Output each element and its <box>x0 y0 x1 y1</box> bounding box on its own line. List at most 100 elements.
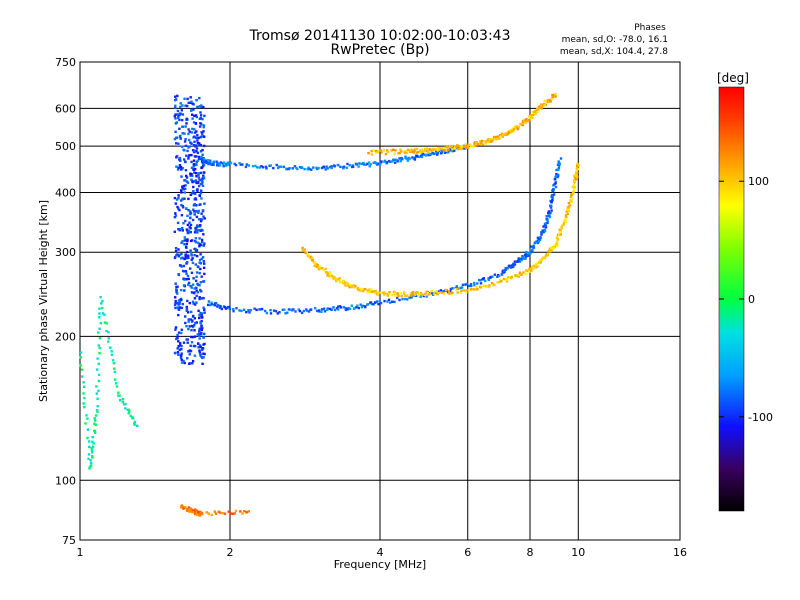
echo-point <box>546 253 549 257</box>
echo-point <box>422 294 425 298</box>
echo-point <box>261 166 265 169</box>
echo-point <box>229 161 233 165</box>
echo-point <box>410 292 413 295</box>
echo-point <box>485 140 488 144</box>
echo-point <box>193 171 196 174</box>
echo-point <box>179 137 182 140</box>
echo-point <box>463 147 467 150</box>
echo-point <box>504 132 508 135</box>
echo-point <box>180 191 183 194</box>
echo-point <box>136 424 139 427</box>
echo-point <box>199 511 202 515</box>
echo-point <box>498 280 501 283</box>
echo-point <box>197 510 200 514</box>
echo-point <box>229 512 233 515</box>
echo-point <box>190 310 193 314</box>
echo-point <box>186 214 189 217</box>
echo-point <box>185 176 189 179</box>
x-tick-label: 10 <box>571 546 585 559</box>
echo-point <box>188 508 191 511</box>
echo-point <box>174 306 177 310</box>
echo-point <box>405 151 408 155</box>
echo-point <box>187 146 190 149</box>
echo-point <box>186 341 189 344</box>
echo-point <box>200 324 203 327</box>
echo-point <box>550 200 553 204</box>
echo-point <box>97 379 101 383</box>
echo-point <box>245 310 248 314</box>
echo-point <box>188 226 191 229</box>
echo-point <box>315 265 319 268</box>
echo-point <box>528 270 531 273</box>
echo-point <box>95 385 98 388</box>
echo-point <box>176 336 179 340</box>
echo-point <box>389 301 392 304</box>
echo-point <box>216 305 219 308</box>
echo-point <box>536 265 539 268</box>
echo-point <box>180 109 183 112</box>
echo-point <box>119 399 122 402</box>
echo-point <box>177 331 181 334</box>
echo-point <box>428 292 432 296</box>
echo-point <box>197 155 201 159</box>
echo-point <box>98 352 101 355</box>
echo-point <box>186 223 190 227</box>
echo-point <box>198 334 201 338</box>
echo-point <box>491 275 494 278</box>
echo-point <box>555 241 559 244</box>
echo-point <box>193 317 197 320</box>
echo-point <box>524 118 527 121</box>
echo-point <box>408 150 412 153</box>
echo-point <box>91 451 94 454</box>
echo-point <box>414 147 417 151</box>
echo-point <box>198 258 202 262</box>
echo-point <box>202 174 205 177</box>
echo-point <box>383 159 387 162</box>
echo-point <box>199 122 202 125</box>
echo-point <box>113 378 117 381</box>
echo-point <box>435 290 438 293</box>
echo-point <box>196 181 199 184</box>
echo-point <box>531 116 534 120</box>
echo-point <box>306 252 310 256</box>
echo-point <box>482 284 486 287</box>
echo-point <box>98 307 101 310</box>
echo-point <box>328 275 331 278</box>
echo-point <box>502 133 505 136</box>
echo-point <box>475 285 478 289</box>
echo-point <box>366 303 370 306</box>
echo-point <box>505 267 509 270</box>
echo-point <box>175 156 178 159</box>
echo-point <box>361 289 365 293</box>
echo-point <box>313 261 317 265</box>
echo-point <box>195 225 199 229</box>
echo-point <box>180 189 183 192</box>
echo-point <box>178 156 182 160</box>
echo-point <box>414 293 417 296</box>
echo-point <box>459 291 462 294</box>
echo-point <box>176 113 179 116</box>
echo-point <box>185 174 188 178</box>
echo-point <box>217 163 220 167</box>
echo-point <box>309 308 313 311</box>
echo-point <box>569 200 573 203</box>
echo-point <box>179 356 183 359</box>
stats-line-x: mean, sd,X: 104.4, 27.8 <box>560 47 668 57</box>
echo-point <box>409 293 413 297</box>
echo-point <box>449 287 453 291</box>
echo-point <box>219 306 222 309</box>
echo-point <box>180 361 184 364</box>
echo-point <box>188 349 191 352</box>
echo-point <box>396 296 399 300</box>
echo-point <box>115 382 118 385</box>
echo-point <box>312 166 315 169</box>
echo-point <box>413 156 417 159</box>
echo-point <box>496 135 499 138</box>
echo-point <box>97 331 100 334</box>
echo-point <box>210 303 214 306</box>
echo-point <box>457 144 460 148</box>
echo-point <box>551 93 555 97</box>
echo-point <box>303 248 306 251</box>
echo-point <box>213 510 216 513</box>
echo-point <box>314 307 317 310</box>
